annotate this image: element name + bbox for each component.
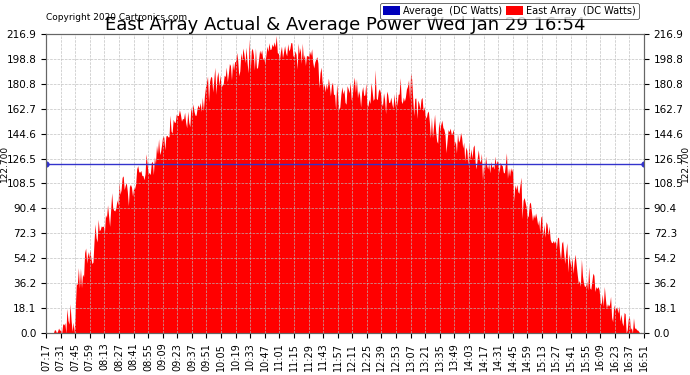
Text: 122.700: 122.700 xyxy=(681,145,690,182)
Text: 122.700: 122.700 xyxy=(0,145,9,182)
Title: East Array Actual & Average Power Wed Jan 29 16:54: East Array Actual & Average Power Wed Ja… xyxy=(105,16,585,34)
Text: Copyright 2020 Cartronics.com: Copyright 2020 Cartronics.com xyxy=(46,13,187,22)
Legend: Average  (DC Watts), East Array  (DC Watts): Average (DC Watts), East Array (DC Watts… xyxy=(380,3,639,19)
